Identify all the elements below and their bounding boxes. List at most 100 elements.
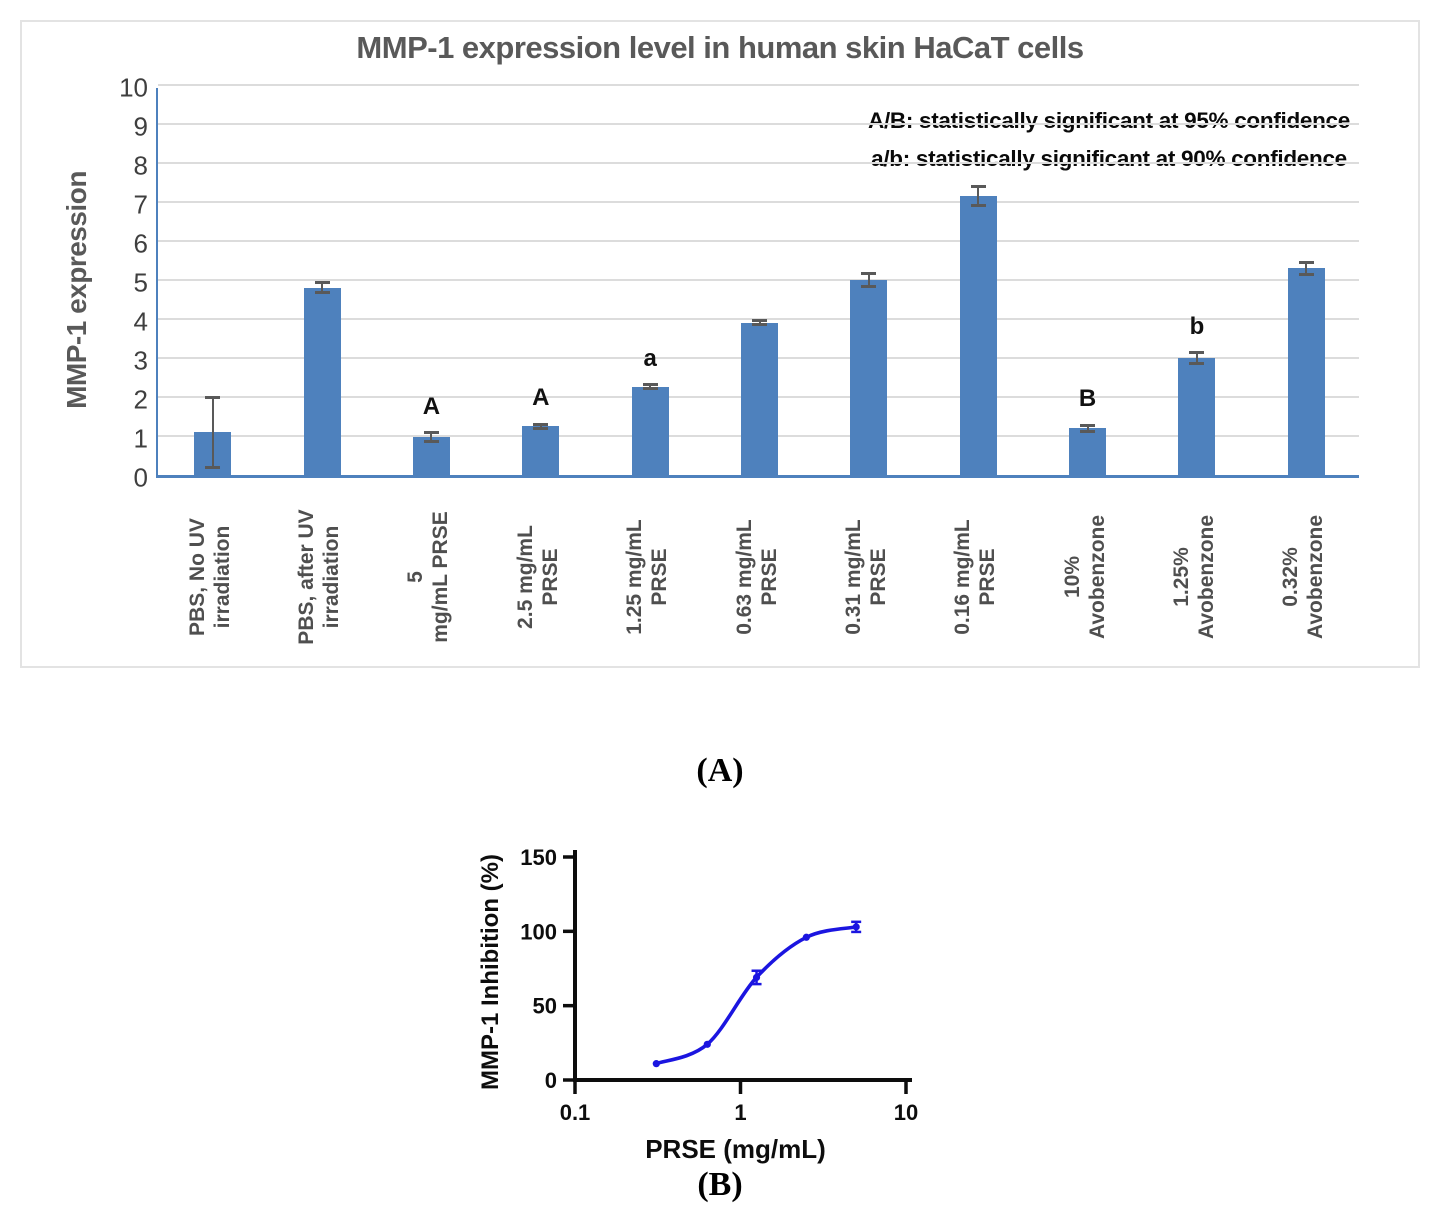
y-tick-label: 100 [520,919,557,944]
y-tick-label: 1 [133,423,148,454]
error-bar-cap [1189,351,1205,355]
panel-b-label: (B) [697,1166,743,1203]
y-tick-label: 4 [133,306,148,337]
y-tick-label: 3 [133,345,148,376]
x-category-label: 0.16 mg/mL PRSE [951,519,1000,635]
error-bar-cap [861,285,877,289]
error-bar-cap [861,271,877,275]
error-bar-cap [205,465,221,469]
error-bar [1086,425,1089,432]
error-bar-cap [1189,361,1205,365]
error-bar-cap [642,383,658,387]
significance-letter: A [532,384,550,412]
significance-note-line-1: A/B: statistically significant at 95% co… [868,108,1350,133]
bar [741,322,778,475]
x-category-label: 1.25% Avobenzone [1170,514,1218,640]
y-axis-title: MMP-1 Inhibition (%) [477,854,504,1090]
significance-note: A/B: statistically significant at 95% co… [868,102,1350,178]
x-category-label: 5 mg/mL PRSE [404,511,453,643]
x-category-label: 0.63 mg/mL PRSE [732,519,781,635]
data-point [852,923,860,931]
bar [412,437,450,475]
bar [959,196,997,475]
error-bar-cap [314,291,330,295]
y-tick-label: 0 [545,1068,557,1093]
error-bar [539,424,542,429]
data-point [752,973,761,982]
significance-letter: a [643,344,657,372]
significance-note-line-2: a/b: statistically significant at 90% co… [871,146,1347,171]
error-bar-cap [642,387,658,391]
panel-b-dose-response-chart: 0 50 100 150 0.1 1 10 MMP-1 Inhibition (%) PRSE … [420,822,1020,1182]
error-bar [1195,352,1198,364]
error-bar-cap [423,440,439,444]
y-tick-label: 150 [520,845,557,870]
gridline [158,240,1359,242]
error-bar-cap [752,319,767,323]
y-tick-label: 9 [133,111,148,142]
panel-a-bar-chart: MMP-1 expression level in human skin HaC… [20,20,1420,668]
error-bar [321,282,324,293]
error-bar-cap [1080,423,1096,427]
x-category-label: 0.31 mg/mL PRSE [842,519,890,635]
significance-letter: A [422,392,441,420]
x-category-label: PBS, after UV irradiation [295,509,344,645]
dose-response-plot: 0 50 100 150 0.1 1 10 MMP-1 Inhibition (%) PRSE … [477,845,918,1164]
bar [522,426,560,475]
panel-a-label: (A) [696,752,744,789]
error-bar-cap [970,184,986,188]
y-tick-label: 8 [133,150,148,181]
x-category-label: PBS, No UV irradiation [185,518,234,636]
y-tick-label: 50 [533,994,557,1019]
error-bar [649,384,652,389]
bar [631,386,669,475]
error-bar [977,186,980,206]
error-bar [1305,262,1308,275]
error-bar-cap [970,204,986,208]
gridline [158,162,1359,164]
data-point [703,1040,711,1048]
gridline [158,84,1359,86]
x-tick-label: 0.1 [560,1100,591,1125]
bar [1178,358,1216,475]
error-bar [867,273,870,287]
dose-response-curve [654,925,858,1066]
y-tick-label: 10 [119,72,148,103]
gridline [158,279,1359,281]
x-category-label: 1.25 mg/mL PRSE [623,519,672,635]
error-bar-cap [423,431,439,434]
x-category-label: 10% Avobenzone [1060,514,1109,640]
error-bar [758,320,761,325]
error-bar [430,432,433,442]
x-tick-label: 1 [734,1100,746,1125]
bar [303,287,341,475]
y-tick-label: 0 [133,462,148,493]
error-bar-cap [1080,429,1096,433]
gridline [158,201,1359,203]
y-axis-title: MMP-1 expression [61,171,92,409]
error-bar-cap [752,323,767,327]
y-tick-label: 7 [133,189,148,220]
y-tick-label: 5 [133,267,148,298]
gridline [158,123,1359,125]
y-tick-label: 2 [133,384,148,415]
error-bar [211,397,214,468]
error-bar-cap [1298,260,1314,264]
bar [1069,428,1107,475]
error-bar-cap [1298,273,1314,277]
data-point [802,933,810,941]
x-category-label: 0.32% Avobenzone [1279,514,1328,640]
error-bar-cap [533,422,549,426]
x-category-label: 2.5 mg/mL PRSE [514,525,562,629]
significance-letter: b [1189,312,1205,340]
error-bar-cap [314,281,330,285]
bar [1287,268,1325,475]
y-tick-label: 6 [133,228,148,259]
data-point [652,1060,660,1068]
bar [850,280,888,475]
gridline [158,318,1359,320]
x-axis-title: PRSE (mg/mL) [645,1134,826,1164]
error-bar-cap [533,426,549,430]
chart-title: MMP-1 expression level in human skin HaC… [356,30,1084,65]
